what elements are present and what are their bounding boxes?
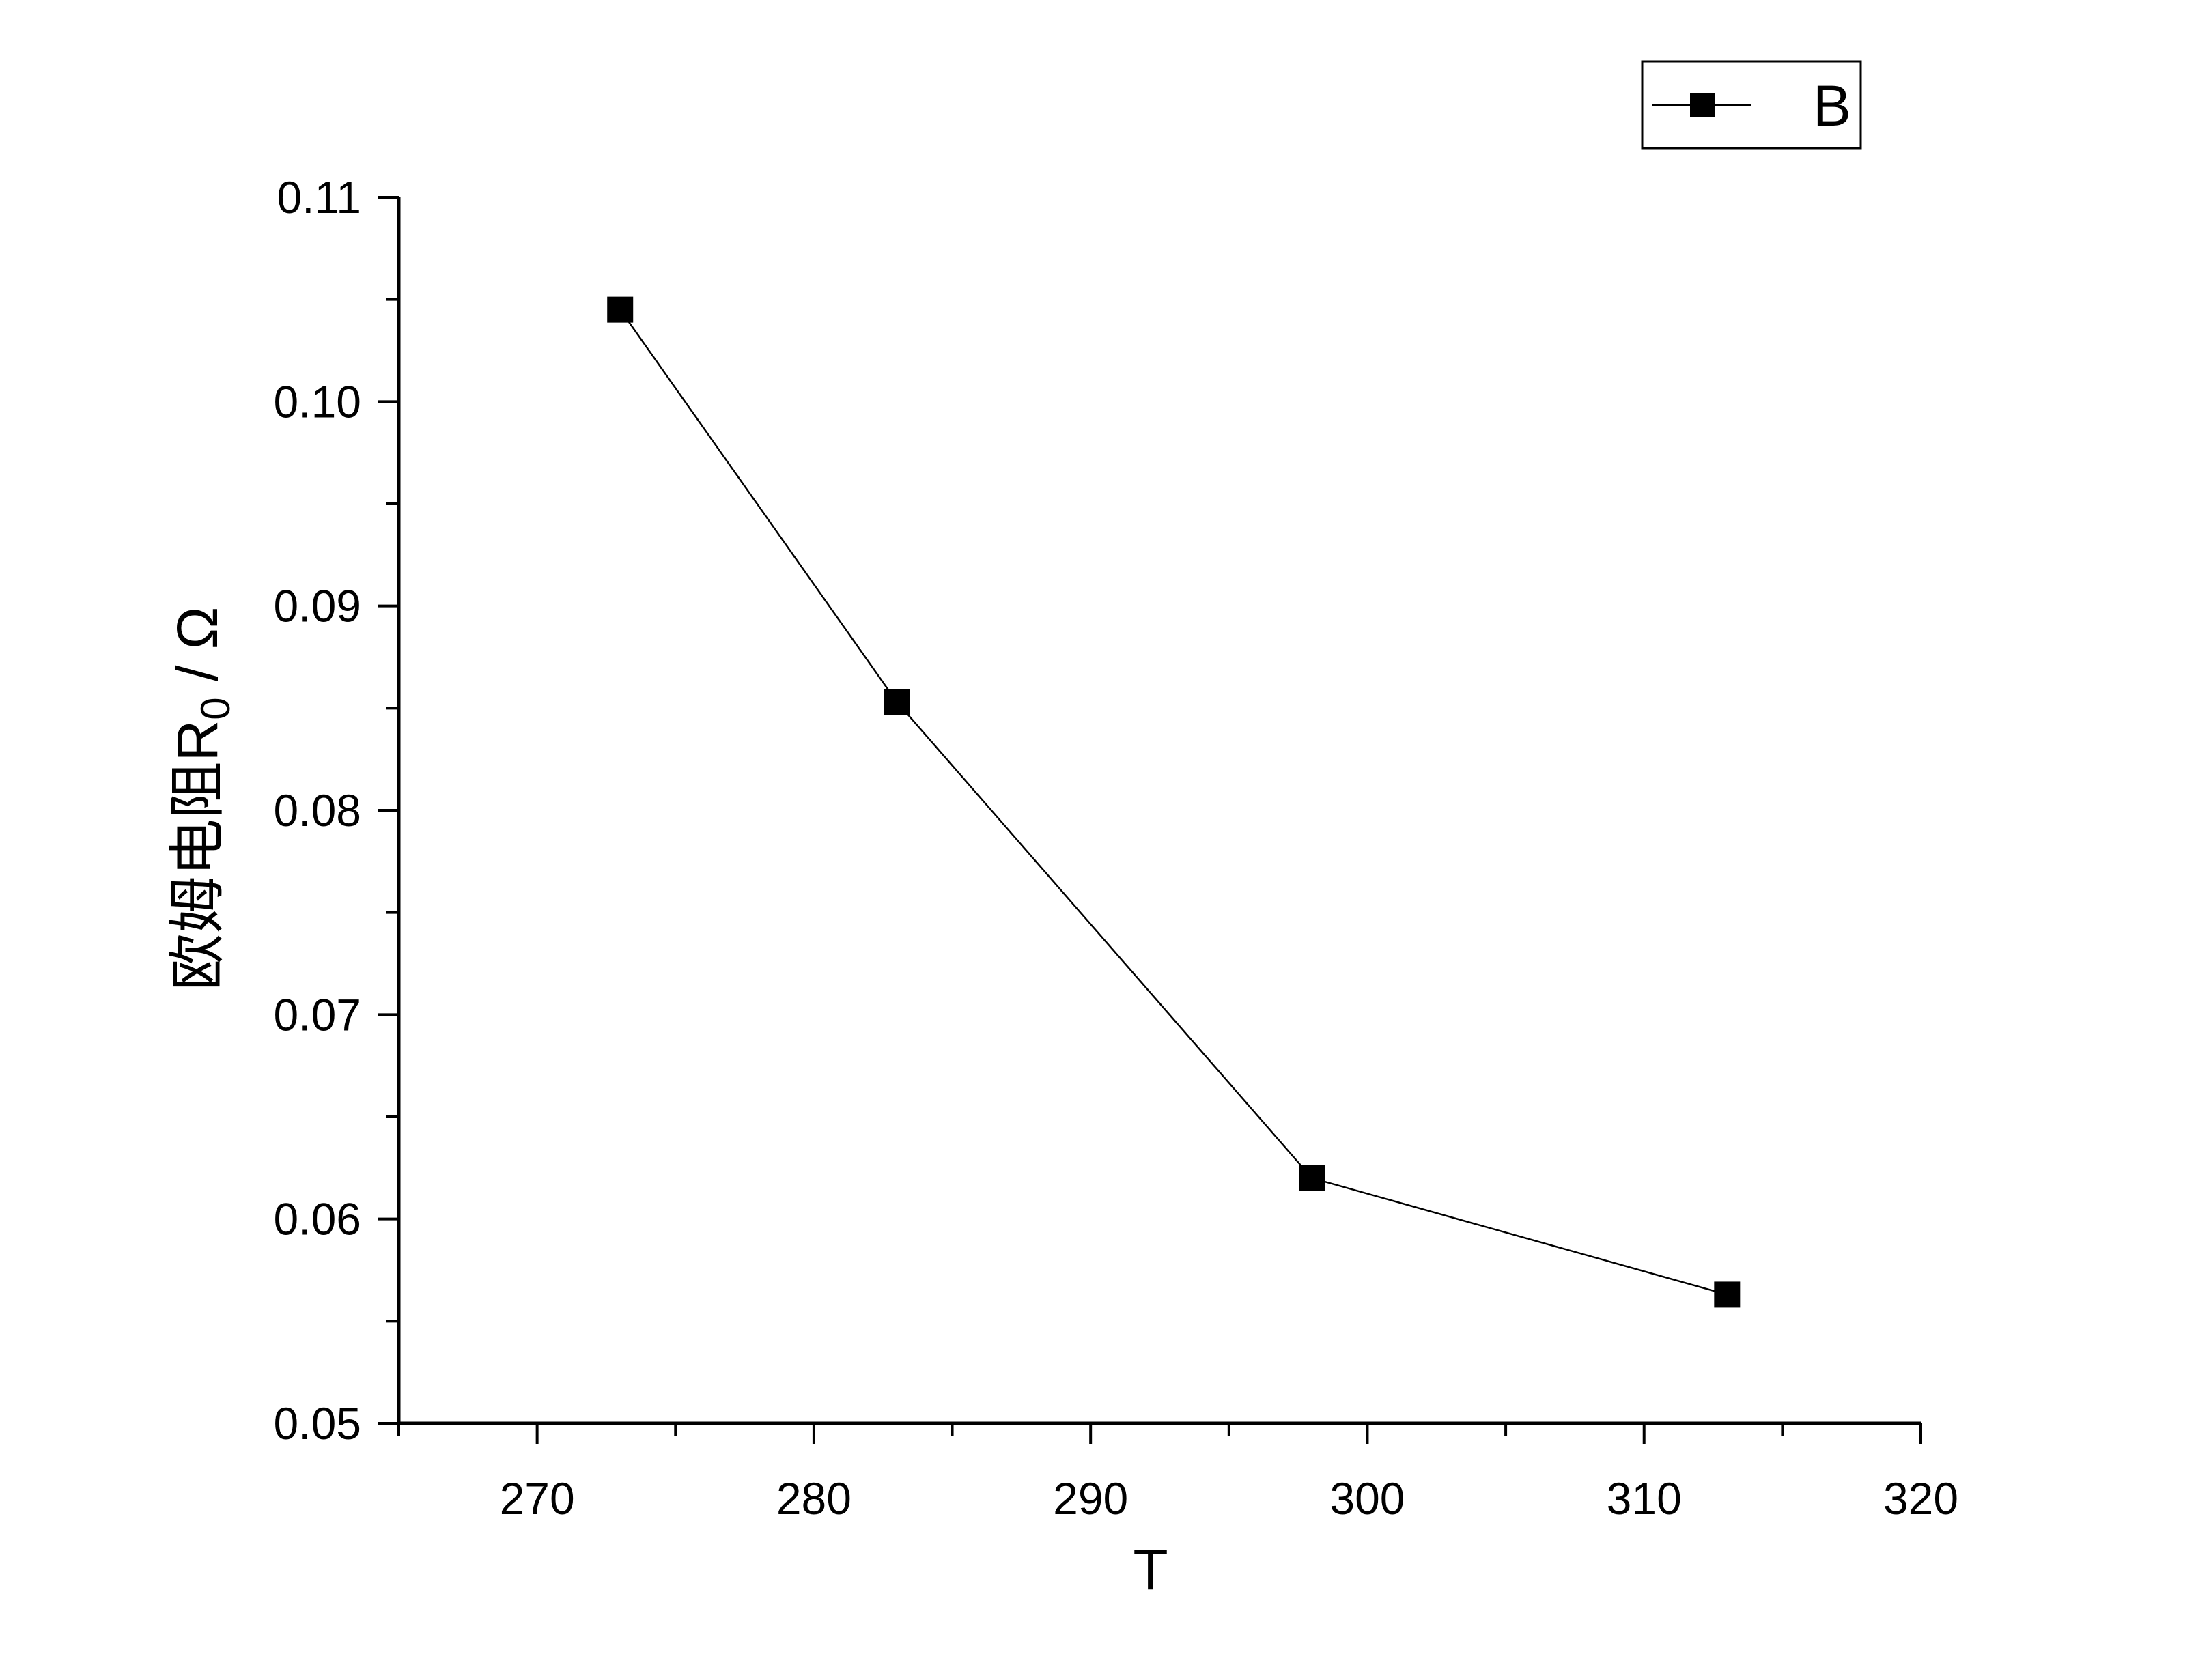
- data-point: [1299, 1165, 1325, 1191]
- legend-label-b: B: [1813, 74, 1851, 138]
- y-tick-label: 0.11: [277, 172, 361, 223]
- y-axis-title: 欧姆电阻R0 / Ω: [165, 607, 238, 991]
- y-tick-label: 0.10: [274, 376, 361, 427]
- y-tick-label: 0.09: [274, 581, 361, 631]
- x-tick-label: 310: [1607, 1473, 1682, 1524]
- y-tick-label: 0.08: [274, 785, 361, 836]
- legend-marker: [1690, 93, 1715, 117]
- y-axis-title-main: 欧姆电阻R: [165, 720, 229, 991]
- axes: [397, 197, 1921, 1425]
- y-tick-label: 0.05: [274, 1398, 361, 1449]
- x-axis-ticks: 270 280 290 300 310 320: [397, 1423, 1958, 1524]
- x-tick-label: 300: [1329, 1473, 1405, 1524]
- x-tick-label: 270: [500, 1473, 575, 1524]
- x-tick-label: 320: [1883, 1473, 1958, 1524]
- series-layer: [607, 296, 1741, 1308]
- data-point: [607, 296, 634, 323]
- data-point: [884, 689, 910, 715]
- x-axis-title: T: [1133, 1537, 1168, 1601]
- x-tick-label: 280: [776, 1473, 851, 1524]
- legend: B: [1641, 60, 1862, 150]
- y-tick-label: 0.07: [274, 989, 361, 1040]
- y-tick-label: 0.06: [274, 1194, 361, 1244]
- y-axis-title-suffix: / Ω: [165, 607, 229, 698]
- y-axis-ticks: 0.05 0.06 0.07 0.08 0.09 0.10 0.11: [274, 172, 399, 1449]
- series-line-b: [619, 309, 1728, 1296]
- y-axis-title-subscript: 0: [193, 697, 238, 720]
- data-point: [1714, 1281, 1741, 1308]
- x-tick-label: 290: [1053, 1473, 1128, 1524]
